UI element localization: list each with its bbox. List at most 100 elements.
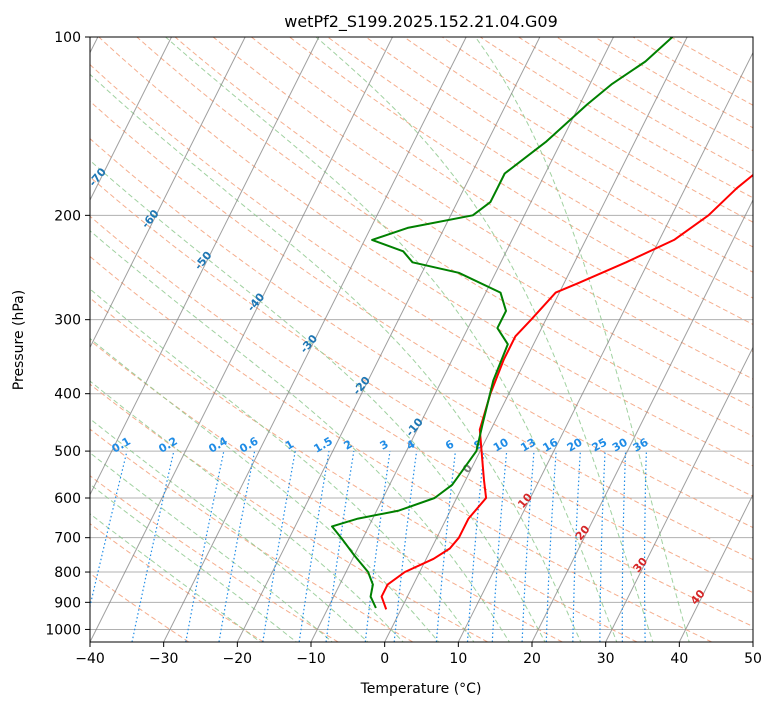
moist-adiabat: [315, 37, 654, 642]
isotherm-line: [678, 493, 753, 642]
moist-adiabat: [90, 513, 262, 642]
y-tick-label: 400: [54, 387, 81, 403]
dry-adiabat: [136, 37, 753, 437]
y-tick-label: 1000: [45, 622, 81, 638]
dry-adiabat: [90, 176, 753, 594]
chart-title: wetPf2_S199.2025.152.21.04.G09: [284, 12, 558, 32]
mixing-ratio-label: 3: [378, 438, 391, 453]
y-tick-label: 700: [54, 531, 81, 547]
dry-adiabat: [90, 297, 638, 642]
dry-adiabat: [403, 37, 753, 248]
moist-adiabat: [90, 452, 333, 642]
mixing-ratio-line: [131, 450, 175, 642]
moist-adiabat: [165, 37, 618, 642]
dry-adiabat: [90, 215, 753, 628]
mixing-ratio-label: 25: [589, 436, 609, 455]
x-tick-label: −40: [75, 651, 105, 667]
isotherm-line: [90, 37, 246, 349]
mixing-ratio-label: 1: [283, 438, 296, 453]
x-tick-label: 0: [380, 651, 389, 667]
mixing-ratio-line: [218, 450, 256, 642]
isotherm-label: -80: [33, 123, 56, 147]
dry-adiabat: [212, 37, 753, 380]
dry-adiabat: [556, 37, 753, 152]
mixing-ratio-line: [393, 451, 418, 642]
mixing-ratio-line: [185, 450, 225, 642]
isotherm-line: [163, 37, 467, 642]
x-tick-label: −10: [296, 651, 326, 667]
moist-adiabat: [90, 380, 404, 642]
mixing-ratio-label: 0.6: [237, 434, 261, 455]
isotherm-line: [90, 37, 320, 496]
mixing-ratio-line: [364, 451, 391, 642]
x-tick-label: 30: [597, 651, 615, 667]
moist-adiabat: [90, 230, 510, 642]
x-tick-label: 50: [744, 651, 762, 667]
mixing-ratio-label: 20: [565, 435, 585, 454]
x-axis-title: Temperature (°C): [360, 681, 482, 697]
isotherm-label: -90: [0, 82, 4, 106]
dry-adiabat: [594, 37, 753, 129]
y-tick-label: 300: [54, 313, 81, 329]
moist-adiabat: [90, 73, 582, 642]
dry-adiabat: [480, 37, 753, 199]
mixing-ratio-label: 10: [491, 435, 511, 454]
dry-adiabat: [90, 475, 339, 642]
y-tick-label: 600: [54, 491, 81, 507]
dry-adiabat: [98, 37, 753, 467]
dry-adiabat: [90, 339, 563, 642]
dry-adiabat: [174, 37, 753, 408]
dry-adiabat: [327, 37, 753, 299]
isotherm-line: [457, 51, 753, 642]
dry-adiabat: [90, 523, 264, 642]
y-tick-label: 800: [54, 565, 81, 581]
dry-adiabat: [90, 428, 414, 642]
dry-adiabat: [90, 100, 753, 529]
y-tick-label: 200: [54, 208, 81, 224]
y-tick-label: 900: [54, 595, 81, 611]
temperature-line: [380, 173, 753, 610]
mixing-ratio-label: 1.5: [312, 435, 335, 456]
x-tick-label: 20: [523, 651, 541, 667]
mixing-ratio-line: [621, 451, 627, 642]
x-tick-label: 10: [449, 651, 467, 667]
dry-adiabat: [90, 138, 753, 561]
dry-adiabat: [289, 37, 753, 326]
mixing-ratio-line: [298, 450, 330, 642]
x-tick-label: 40: [670, 651, 688, 667]
mixing-ratio-label: 2: [341, 438, 354, 453]
y-tick-label: 500: [54, 444, 81, 460]
isotherm-line: [90, 37, 172, 202]
isotherm-line: [236, 37, 541, 642]
isotherm-line: [605, 346, 753, 642]
dry-adiabat: [251, 37, 753, 353]
dewpoint-line: [331, 37, 674, 609]
moist-adiabat: [90, 159, 546, 642]
y-axis: 100 200 300 400 500 600 700 800 900 1000: [45, 30, 90, 638]
mixing-ratio-label: 6: [443, 437, 456, 452]
mixing-ratio-line: [262, 450, 296, 642]
moist-adiabat: [474, 37, 690, 642]
dry-adiabat: [90, 383, 488, 642]
x-tick-label: −20: [223, 651, 253, 667]
isotherm-line: [90, 37, 393, 642]
mixing-ratio-label: 0.1: [110, 435, 133, 456]
isotherm-line: [384, 37, 688, 642]
background-lines: [90, 37, 753, 642]
moist-adiabat: [90, 288, 475, 642]
mixing-ratio-label: 0.4: [206, 434, 230, 455]
y-tick-label: 100: [54, 30, 81, 46]
isotherm-line: [752, 640, 753, 642]
dry-adiabat: [518, 37, 753, 175]
isotherm-line: [531, 198, 753, 642]
x-axis: −40 −30 −20 −10 0 10 20 30 40 50: [75, 642, 762, 667]
isotherm-line: [310, 37, 614, 642]
mixing-ratio-label: 13: [518, 436, 538, 455]
dry-adiabat: [365, 37, 753, 273]
dry-adiabat: [632, 37, 753, 106]
mixing-ratio-line: [325, 451, 355, 642]
y-axis-title: Pressure (hPa): [11, 290, 27, 390]
plot-frame: [89, 36, 754, 643]
